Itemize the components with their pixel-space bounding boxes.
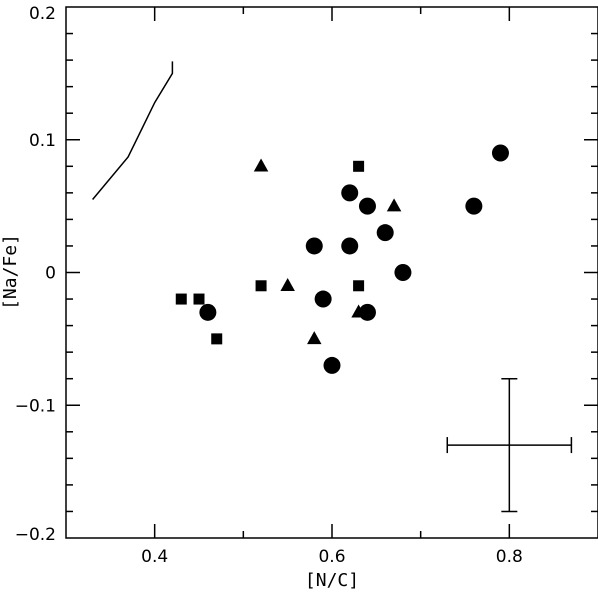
y-axis-title: [Na/Fe] [0, 234, 21, 310]
square-point [353, 160, 365, 172]
square-point [255, 280, 267, 292]
y-tick-label: 0 [45, 264, 56, 284]
square-point [175, 293, 187, 305]
circle-point [394, 264, 412, 281]
square-point [211, 333, 223, 345]
circle-point [358, 197, 376, 215]
data-points [175, 144, 509, 374]
model-curve [92, 61, 174, 200]
triangle-point [307, 331, 322, 345]
triangle-point [386, 198, 402, 212]
error-bar [446, 377, 573, 513]
triangle-point [253, 158, 269, 172]
circle-point [199, 303, 217, 321]
square-point [193, 293, 205, 305]
y-tick-label: −0.1 [15, 396, 56, 416]
y-tick-label: 0.1 [29, 131, 56, 151]
circle-point [465, 197, 483, 215]
circle-point [376, 224, 394, 242]
axis-ticks [66, 7, 598, 538]
x-axis-title: [N/C] [305, 570, 359, 591]
y-tick-label: −0.2 [15, 525, 56, 545]
circle-point [341, 237, 359, 255]
x-tick-label: 0.4 [141, 547, 168, 567]
circle-point [305, 237, 323, 255]
x-tick-label: 0.6 [318, 547, 345, 567]
circle-point [323, 356, 341, 374]
plot-frame [65, 6, 598, 539]
x-tick-label: 0.8 [496, 547, 523, 567]
square-point [353, 280, 365, 292]
y-tick-label: 0.2 [29, 4, 56, 24]
circle-point [491, 144, 509, 162]
tick-labels: 0.4 0.6 0.8 −0.2 −0.1 0 0.1 0.2 [15, 4, 523, 567]
triangle-point [280, 277, 295, 291]
circle-point [314, 290, 332, 308]
circle-point [341, 184, 359, 202]
triangle-point [351, 304, 366, 318]
